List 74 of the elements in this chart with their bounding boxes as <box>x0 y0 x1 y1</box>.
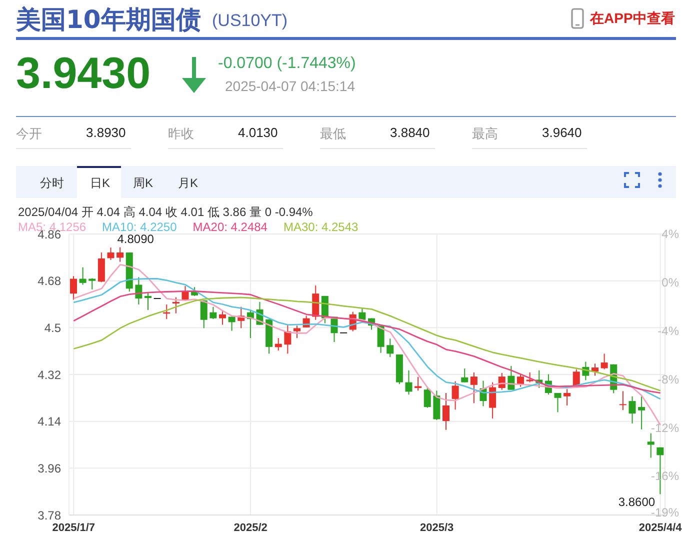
text: 分时 <box>40 175 64 192</box>
candlestick <box>79 266 86 286</box>
x-tick-label: 2025/3 <box>420 522 454 534</box>
candlestick <box>219 310 226 326</box>
y-tick-label: 3.96 <box>38 461 62 476</box>
candlestick <box>647 432 654 458</box>
text: 最高 <box>472 125 498 143</box>
candlestick <box>600 353 608 370</box>
candlestick <box>442 392 450 430</box>
text: 最低 <box>320 125 346 143</box>
candlestick <box>210 306 217 320</box>
candlestick <box>424 386 431 408</box>
candlestick <box>405 370 412 396</box>
candlestick <box>452 380 459 410</box>
text: 3.8930 <box>86 125 126 140</box>
text: 日K <box>90 175 110 192</box>
candlestick <box>572 368 580 387</box>
x-tick-label: 2025/4/4 <box>638 522 682 534</box>
text: 周K <box>133 175 154 192</box>
text: 4.0130 <box>238 125 278 140</box>
y-tick-label: 4.68 <box>38 274 62 288</box>
x-tick-label: 2025/1/7 <box>52 522 96 534</box>
chart-subtitle: (US10YT) <box>212 11 288 31</box>
text: 2025-04-07 04:15:14 <box>225 78 355 94</box>
candlestick <box>470 372 478 404</box>
y2-tick-label: 0% <box>662 275 680 290</box>
candlestick <box>144 292 152 310</box>
candlestick <box>172 296 180 314</box>
text: 3.9430 <box>16 49 151 99</box>
text: 2025/04/04 开 4.04 高 4.04 收 4.01 低 3.86 量 0 -0.94% <box>18 204 313 221</box>
candlestick <box>564 388 571 406</box>
candlestick <box>70 276 77 300</box>
candlestick <box>358 307 366 320</box>
candlestick <box>88 278 96 290</box>
candlestick <box>628 396 636 424</box>
candlestick <box>284 324 292 354</box>
y2-tick-label: -12% <box>650 420 680 435</box>
candlestick <box>461 368 468 383</box>
text: 昨收 <box>168 125 194 143</box>
candlestick <box>107 247 114 261</box>
candlestick <box>433 390 440 421</box>
candlestick <box>414 376 422 392</box>
candlestick <box>98 252 105 283</box>
text: 月K <box>178 175 198 192</box>
y-tick-label: 4.14 <box>38 414 62 429</box>
text: MA10: 4.2250 <box>102 220 177 234</box>
text: -0.0700 (-1.7443%) <box>218 55 356 73</box>
candlestick <box>377 325 384 354</box>
text: 3.8840 <box>390 125 430 140</box>
candlestick <box>554 392 562 413</box>
chart-title: 美国10年期国债 <box>16 4 201 36</box>
annotation: 4.8090 <box>117 232 154 246</box>
text: MA30: 4.2543 <box>283 220 358 234</box>
candlestick <box>200 300 208 329</box>
candlestick <box>116 246 124 262</box>
candlestick <box>619 390 626 411</box>
y-tick-label: 4.5 <box>44 320 62 335</box>
text: 在APP中查看 <box>590 10 675 28</box>
candlestick <box>228 316 236 332</box>
candlestick <box>294 325 300 339</box>
y-tick-label: 3.78 <box>38 508 62 522</box>
candlestick <box>386 338 394 358</box>
candlestick <box>489 382 496 419</box>
y2-tick-label: 4% <box>662 227 680 241</box>
candlestick <box>135 276 142 306</box>
candlestick <box>638 396 646 430</box>
text: MA20: 4.2484 <box>192 220 268 234</box>
y2-tick-label: -8% <box>658 372 680 386</box>
x-tick-label: 2025/2 <box>234 522 268 534</box>
text: 今开 <box>16 125 42 143</box>
candlestick <box>526 372 534 383</box>
y2-tick-label: -4% <box>658 324 680 338</box>
text: 3.9640 <box>542 125 582 140</box>
y-tick-label: 4.32 <box>38 368 62 382</box>
